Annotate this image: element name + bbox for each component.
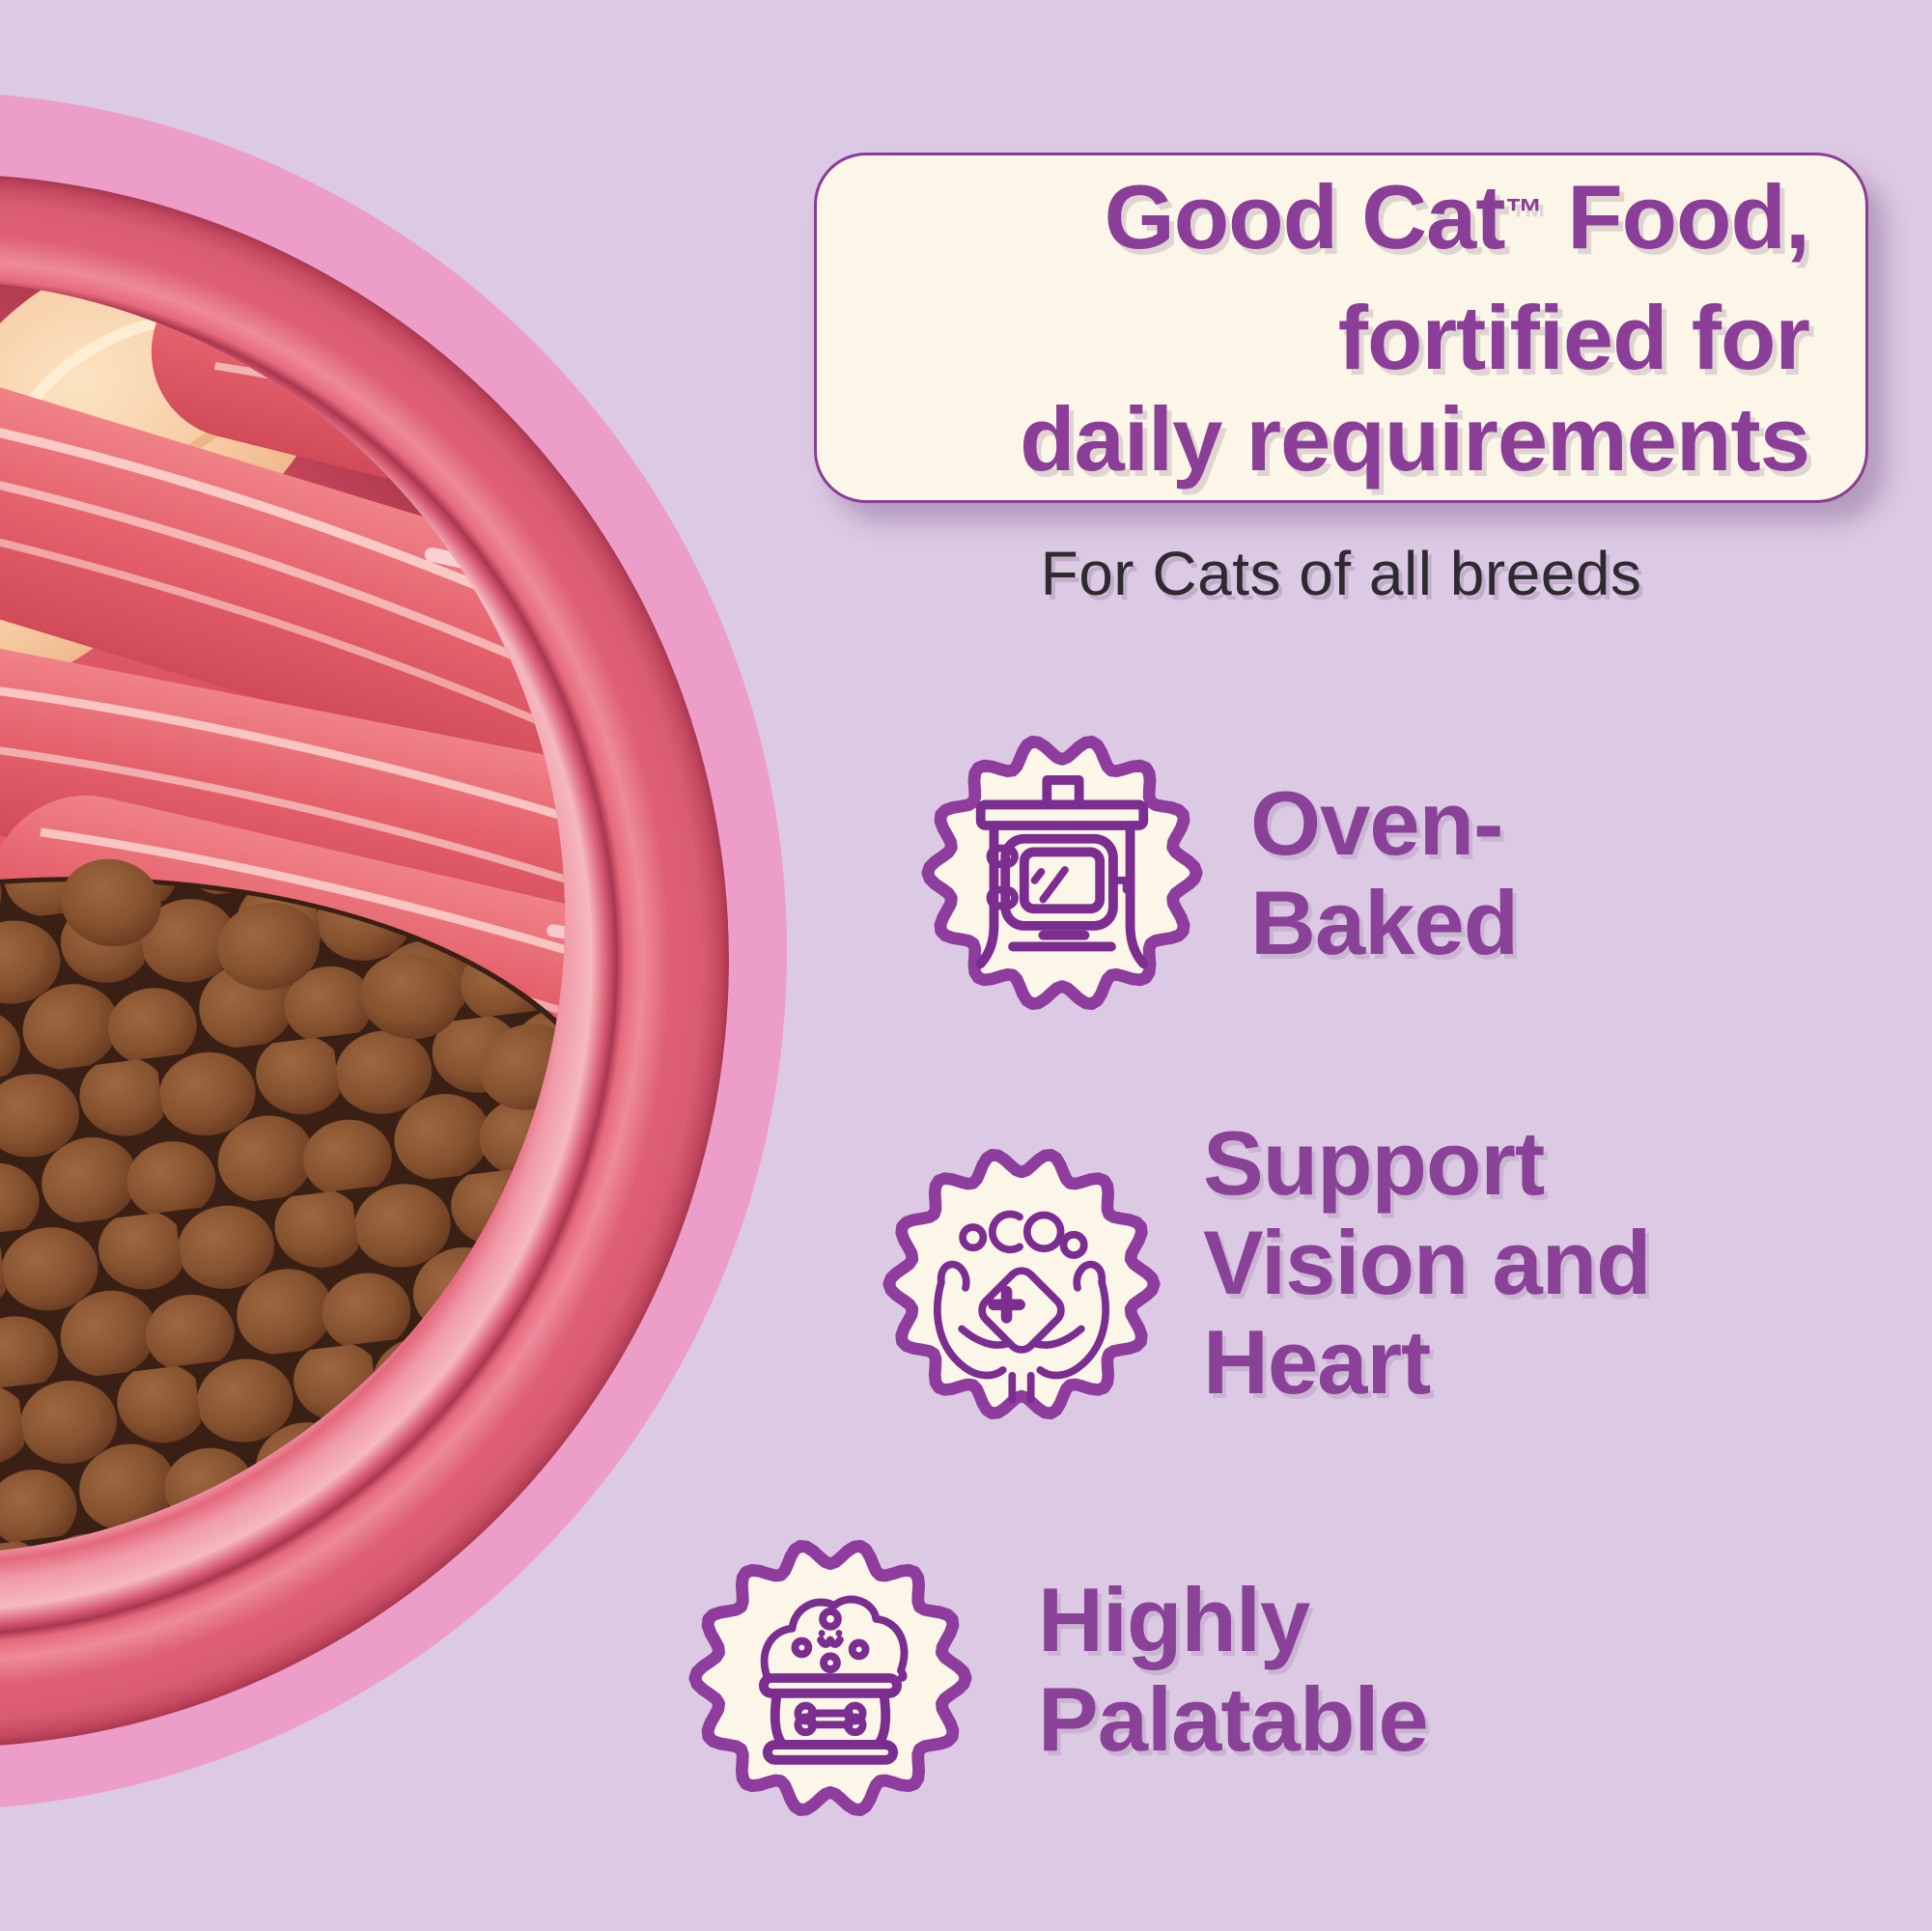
feature-line: Palatable: [1038, 1668, 1429, 1770]
feature-line: Vision and: [1203, 1212, 1652, 1313]
feature-line: Oven-: [1250, 772, 1503, 874]
product-name: Good Cat: [1104, 166, 1506, 267]
headline-line1-rest: Food,: [1543, 166, 1810, 267]
scalloped-seal: [882, 1148, 1161, 1420]
headline-card: Good Cat™ Food, fortified for daily requ…: [814, 153, 1868, 503]
oven-icon: [975, 775, 1149, 968]
care-hands-icon: [934, 1210, 1109, 1404]
headline-line2: fortified for: [1337, 287, 1810, 388]
feature-line: Highly: [1038, 1569, 1310, 1670]
trademark-symbol: ™: [1504, 190, 1544, 234]
feature-support-vision-heart: Support Vision and Heart: [1203, 1112, 1652, 1413]
feature-line: Baked: [1250, 872, 1519, 973]
subtitle: For Cats of all breeds: [1040, 539, 1642, 608]
seal-badge-oven: [920, 731, 1204, 1015]
feature-line: Support: [1203, 1112, 1545, 1214]
headline-line3: daily requirements: [1020, 388, 1810, 490]
food-bowl-icon: [759, 1595, 909, 1765]
seal-badge-care: [882, 1144, 1162, 1424]
bowl: [0, 174, 729, 1748]
feature-oven-baked: Oven- Baked: [1250, 772, 1519, 973]
feature-line: Heart: [1203, 1311, 1431, 1413]
seal-badge-palatable: [687, 1535, 973, 1821]
feature-highly-palatable: Highly Palatable: [1038, 1569, 1429, 1770]
headline-line1: Good Cat™ Food,: [1104, 166, 1810, 287]
